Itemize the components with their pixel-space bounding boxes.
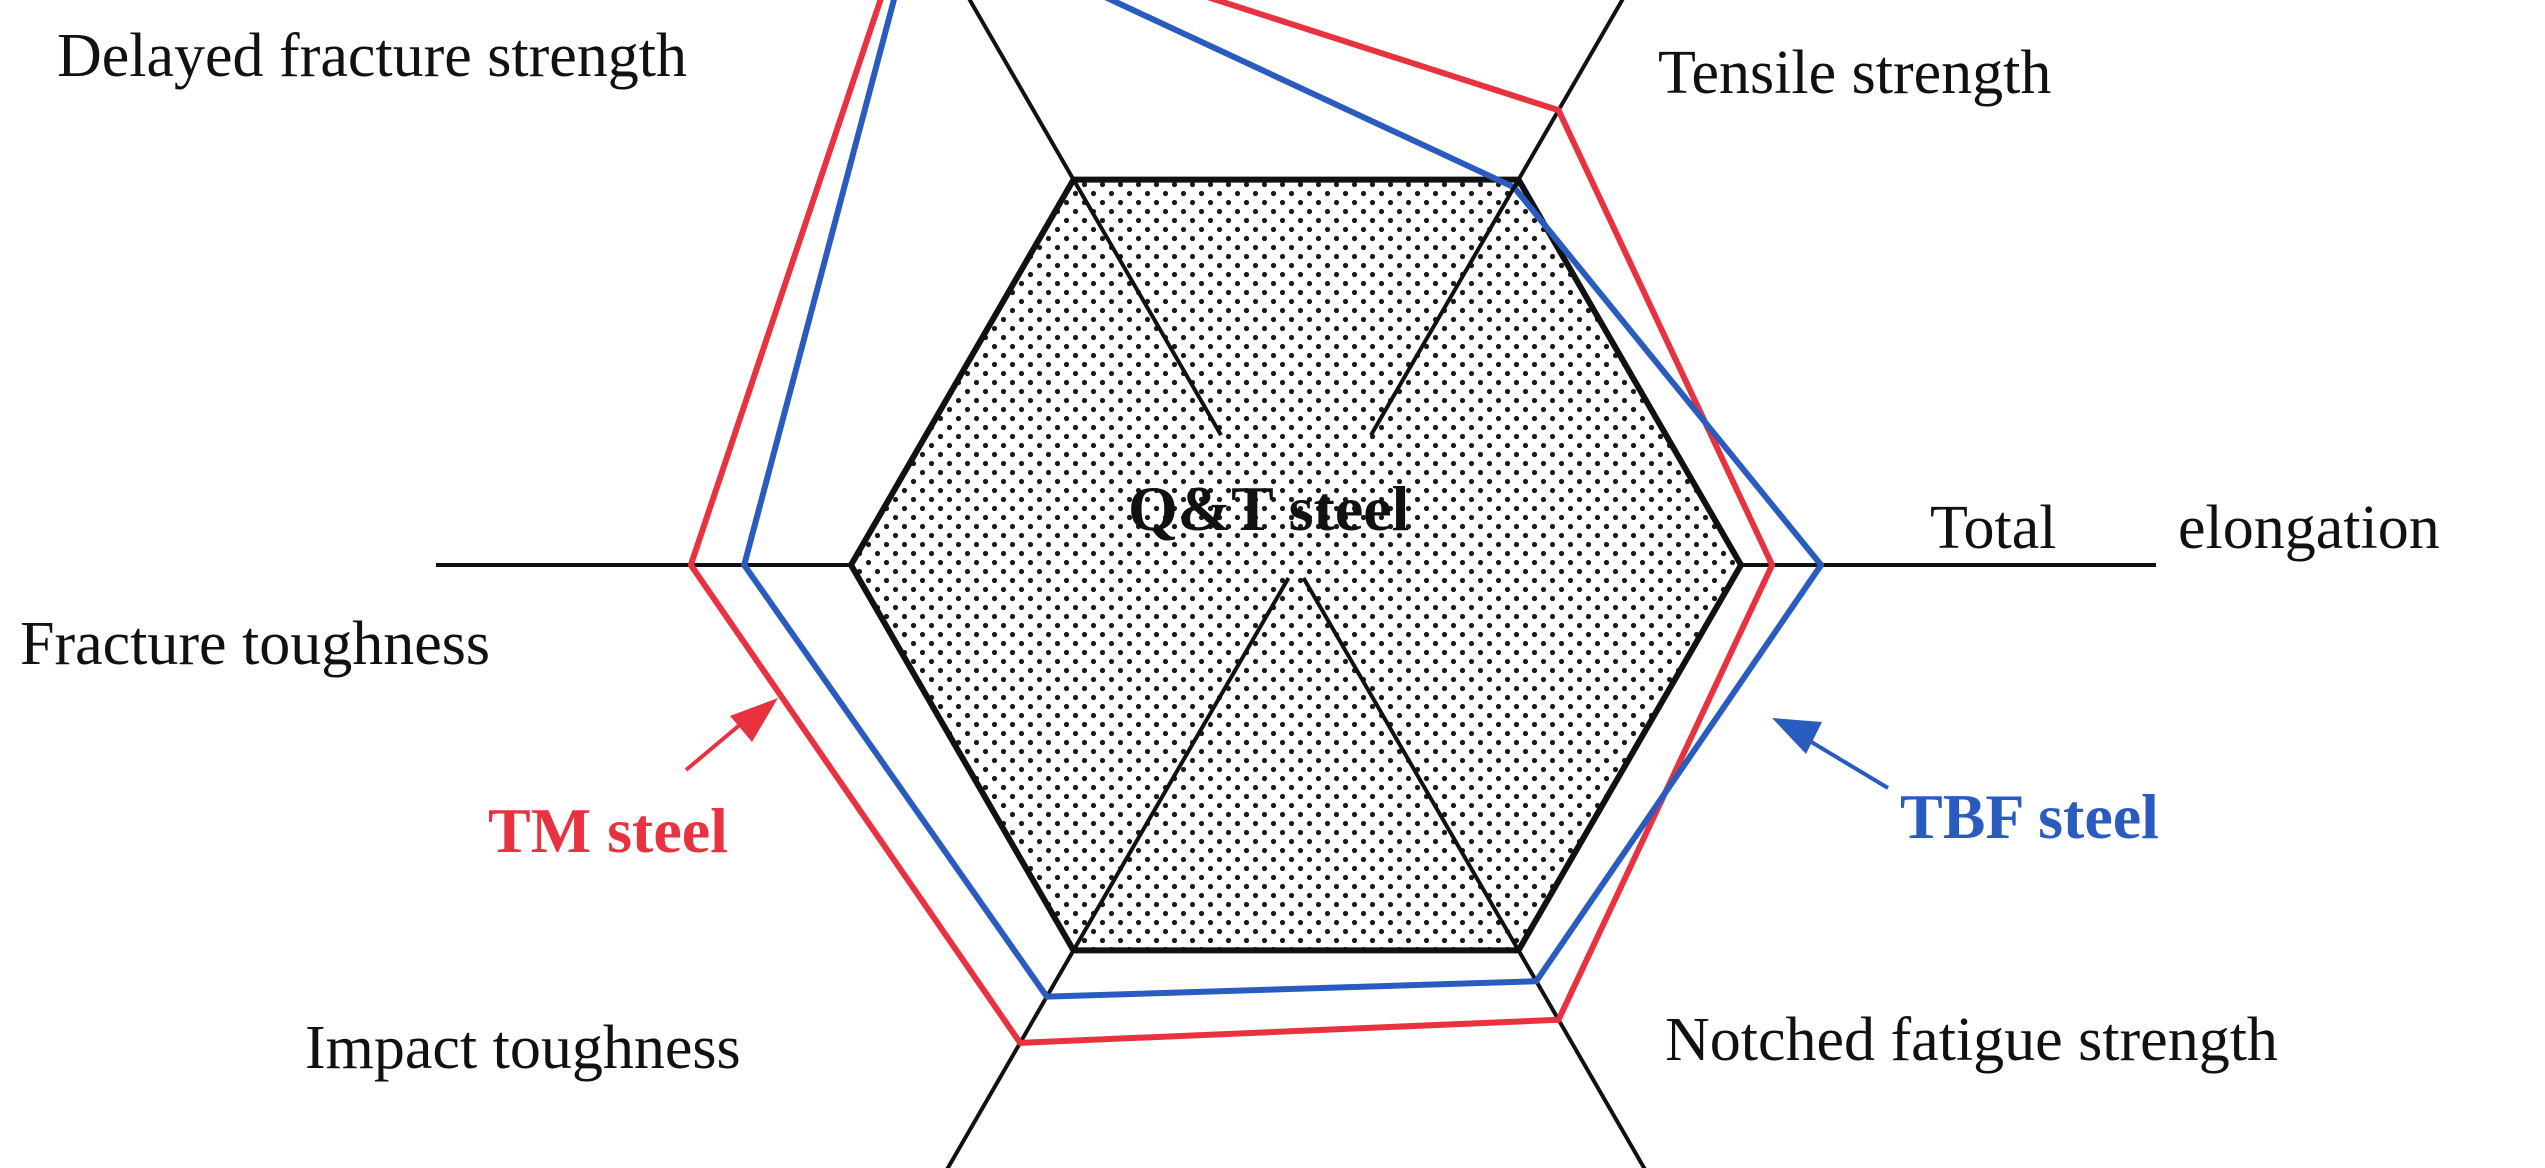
arrow-line-tbf-steel	[1806, 738, 1890, 790]
spoke-inner-4	[1071, 576, 1291, 952]
series-polygon-tm-steel	[687, 0, 1776, 1046]
axis-label-0-1: elongation	[2178, 494, 2440, 562]
axis-labels: Total elongation Tensile strength Delayed f…	[20, 22, 2440, 1082]
spoke-inner-2	[1071, 178, 1223, 437]
axis-label-2: Delayed fracture strength	[57, 22, 687, 90]
axis-line-4	[945, 949, 1076, 1168]
axis-line-5	[1516, 949, 1647, 1168]
axis-line-2	[967, 0, 1076, 181]
axis-line-1	[1516, 0, 1625, 181]
spoke-lines	[1071, 178, 1521, 952]
spoke-inner-1	[1369, 178, 1521, 437]
series-label-tbf-steel: TBF steel	[1900, 781, 2159, 852]
series-label-qt-steel: Q&T steel	[1128, 473, 1409, 544]
axis-label-4: Impact toughness	[305, 1014, 741, 1082]
axis-label-1: Tensile strength	[1658, 39, 2051, 107]
arrow-head-tm-steel	[730, 698, 778, 742]
axis-label-0-0: Total	[1930, 494, 2057, 562]
arrow-head-tbf-steel	[1772, 718, 1822, 754]
axis-label-3: Fracture toughness	[20, 610, 490, 678]
series-polygon-q-t-steel	[848, 176, 1744, 954]
spoke-inner-5	[1301, 576, 1521, 952]
series-label-tm-steel: TM steel	[488, 795, 728, 866]
base-polygon-layer	[848, 176, 1744, 954]
arrow-line-tm-steel	[684, 716, 750, 772]
series-labels: Q&T steel TM steel TBF steel	[488, 473, 2159, 866]
axis-label-5: Notched fatigue strength	[1665, 1006, 2278, 1074]
